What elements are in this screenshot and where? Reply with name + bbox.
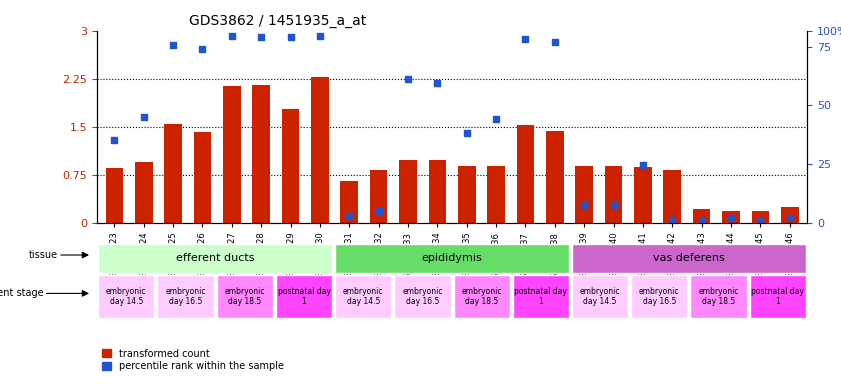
Text: embryonic
day 14.5: embryonic day 14.5 [579,287,621,306]
Bar [575,166,593,223]
Bar [722,211,740,223]
Bar [458,166,475,223]
Text: tissue: tissue [29,250,58,260]
Bar [105,168,123,223]
Bar [634,167,652,223]
FancyBboxPatch shape [98,275,155,318]
Point [695,217,708,223]
Point [578,202,591,209]
Text: efferent ducts: efferent ducts [176,253,255,263]
Point [489,116,503,122]
Text: embryonic
day 16.5: embryonic day 16.5 [166,287,206,306]
Bar [311,77,329,223]
Bar [781,207,799,223]
Text: vas deferens: vas deferens [653,253,725,263]
Point [431,80,444,86]
Text: embryonic
day 18.5: embryonic day 18.5 [698,287,738,306]
Bar [693,209,711,223]
Bar [399,160,417,223]
Bar [341,181,358,223]
Bar [664,170,681,223]
Text: postnatal day
1: postnatal day 1 [278,287,331,306]
FancyBboxPatch shape [217,275,272,318]
Point [342,213,356,219]
Point [167,42,180,48]
Bar [282,109,299,223]
Point [548,39,562,45]
Point [372,208,385,214]
Text: postnatal day
1: postnatal day 1 [515,287,568,306]
Text: embryonic
day 14.5: embryonic day 14.5 [343,287,383,306]
Text: embryonic
day 16.5: embryonic day 16.5 [402,287,442,306]
Text: development stage: development stage [0,288,44,298]
Point [108,136,121,142]
Point [196,46,209,52]
Bar [370,170,388,223]
FancyBboxPatch shape [394,275,451,318]
Point [519,36,532,42]
FancyBboxPatch shape [690,275,747,318]
Bar [252,85,270,223]
FancyBboxPatch shape [276,275,332,318]
Point [754,217,767,223]
Text: embryonic
day 18.5: embryonic day 18.5 [225,287,265,306]
Point [460,130,473,136]
FancyBboxPatch shape [572,243,806,273]
Bar [605,166,622,223]
FancyBboxPatch shape [157,275,214,318]
FancyBboxPatch shape [98,243,332,273]
Point [225,33,239,39]
Text: embryonic
day 16.5: embryonic day 16.5 [639,287,680,306]
Point [724,215,738,221]
Bar [752,210,770,223]
Text: epididymis: epididymis [421,253,483,263]
Point [255,34,268,40]
Text: embryonic
day 18.5: embryonic day 18.5 [462,287,502,306]
Point [313,33,326,39]
Text: postnatal day
1: postnatal day 1 [751,287,804,306]
Bar [164,124,182,223]
FancyBboxPatch shape [335,275,391,318]
Point [137,114,151,120]
Bar [135,162,152,223]
Point [283,34,297,40]
Bar [429,160,447,223]
Bar [546,131,563,223]
Point [401,76,415,82]
Legend: transformed count, percentile rank within the sample: transformed count, percentile rank withi… [102,349,284,371]
FancyBboxPatch shape [453,275,510,318]
Text: GDS3862 / 1451935_a_at: GDS3862 / 1451935_a_at [189,14,367,28]
Point [783,215,796,221]
FancyBboxPatch shape [632,275,687,318]
Bar [223,86,241,223]
Point [636,162,649,168]
FancyBboxPatch shape [513,275,569,318]
FancyBboxPatch shape [572,275,628,318]
Bar [487,166,505,223]
Point [607,202,621,208]
Bar [516,126,534,223]
FancyBboxPatch shape [749,275,806,318]
FancyBboxPatch shape [335,243,569,273]
Bar [193,132,211,223]
Point [665,217,679,223]
Text: embryonic
day 14.5: embryonic day 14.5 [106,287,146,306]
